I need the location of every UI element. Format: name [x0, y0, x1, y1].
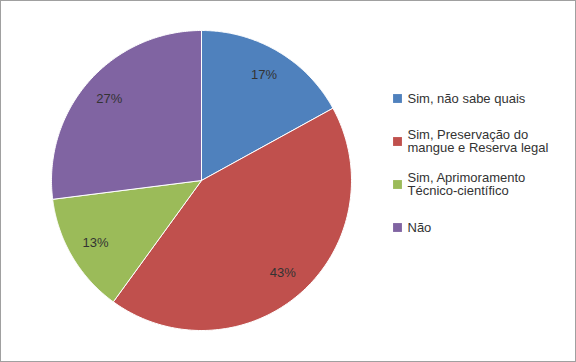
svg-text:17%: 17% [251, 67, 277, 82]
svg-text:Sim, AprimoramentoTécnico-cien: Sim, AprimoramentoTécnico-científico [408, 170, 526, 198]
svg-text:27%: 27% [96, 91, 122, 106]
svg-text:Sim, Preservação domangue e Re: Sim, Preservação domangue e Reserva lega… [408, 127, 549, 155]
svg-text:13%: 13% [83, 235, 109, 250]
svg-text:43%: 43% [270, 265, 296, 280]
svg-text:Sim, não sabe quais: Sim, não sabe quais [408, 91, 526, 106]
svg-text:Não: Não [408, 220, 432, 235]
